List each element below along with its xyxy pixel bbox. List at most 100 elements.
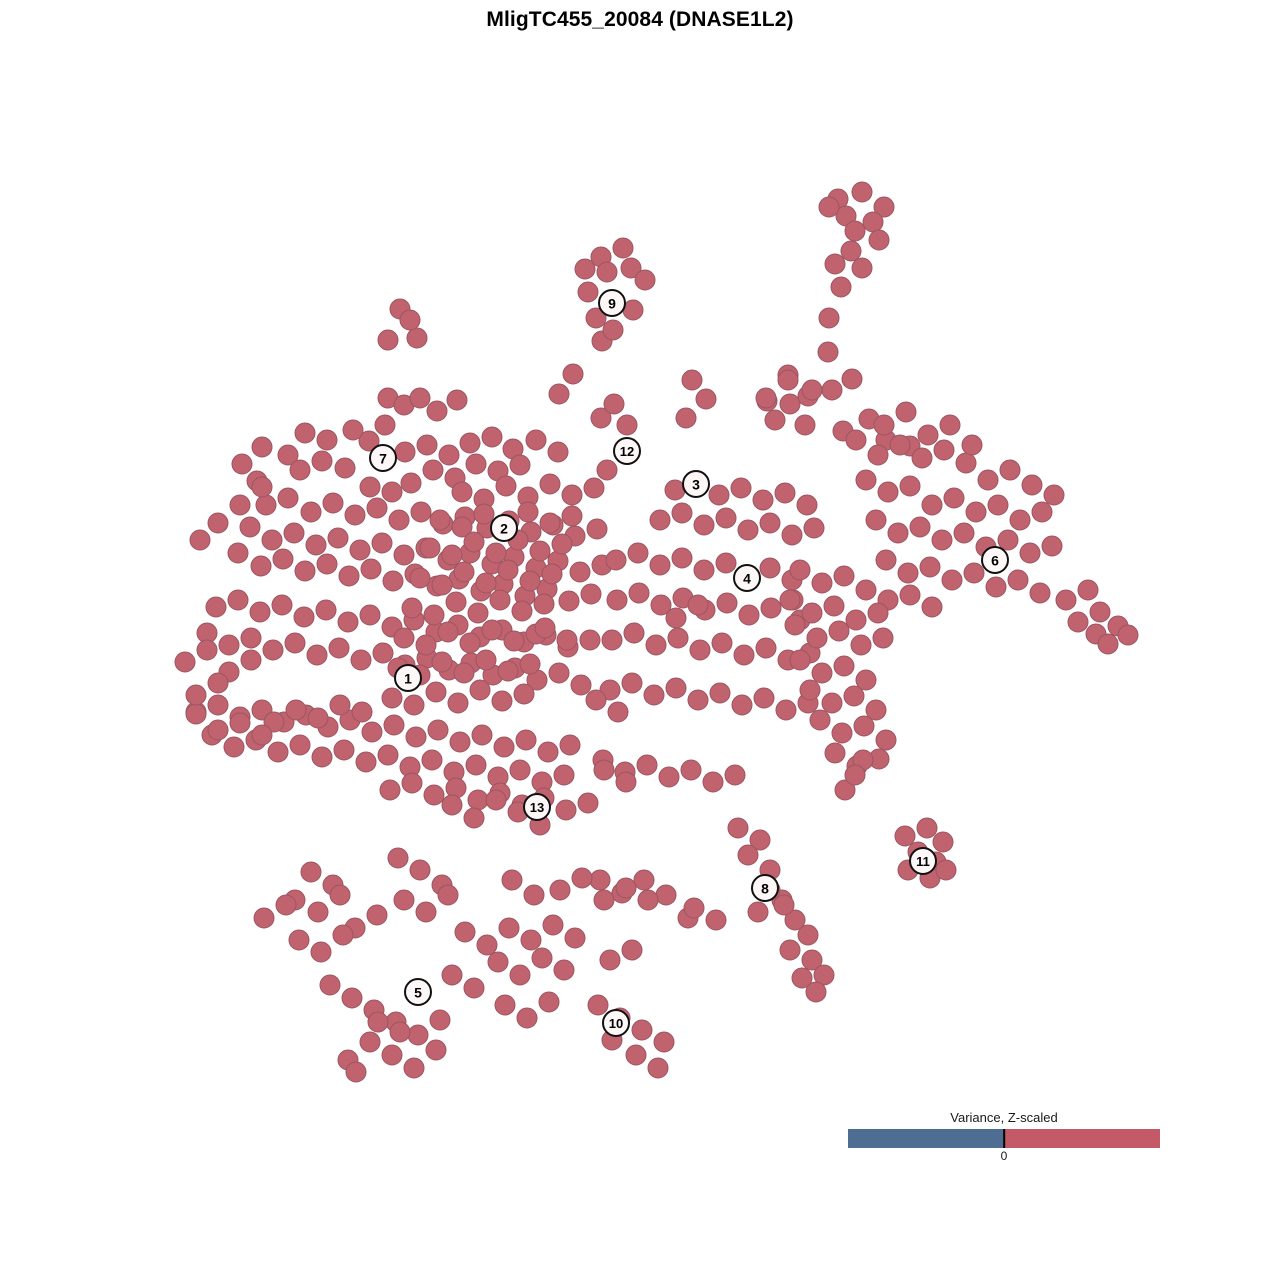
data-point: [587, 994, 609, 1016]
data-point: [899, 475, 921, 497]
data-point: [441, 964, 463, 986]
cluster-label-13[interactable]: 13: [523, 793, 551, 821]
data-point: [803, 517, 825, 539]
page-title: MligTC455_20084 (DNASE1L2): [486, 8, 794, 31]
data-point: [596, 459, 618, 481]
data-point: [277, 487, 299, 509]
data-point: [463, 977, 485, 999]
data-point: [853, 715, 875, 737]
cluster-label-5[interactable]: 5: [404, 978, 432, 1006]
data-point: [453, 561, 475, 583]
data-point: [366, 497, 388, 519]
data-point: [285, 699, 307, 721]
data-point: [1089, 601, 1111, 623]
data-point: [207, 512, 229, 534]
data-point: [569, 561, 591, 583]
cluster-badge-circle: [602, 1009, 630, 1037]
data-point: [415, 901, 437, 923]
data-point: [636, 754, 658, 776]
data-point: [454, 921, 476, 943]
data-point: [1031, 501, 1053, 523]
cluster-badge-circle: [909, 847, 937, 875]
data-point: [747, 901, 769, 923]
data-point: [447, 692, 469, 714]
data-point: [606, 589, 628, 611]
data-point: [393, 627, 415, 649]
data-point: [759, 512, 781, 534]
data-point: [589, 869, 611, 891]
data-point: [873, 414, 895, 436]
cluster-label-2[interactable]: 2: [490, 514, 518, 542]
data-point: [350, 649, 372, 671]
data-point: [328, 637, 350, 659]
data-point: [799, 679, 821, 701]
cluster-label-10[interactable]: 10: [602, 1009, 630, 1037]
data-point: [429, 509, 451, 531]
data-point: [437, 884, 459, 906]
data-point: [841, 368, 863, 390]
data-point: [665, 607, 687, 629]
data-point: [655, 884, 677, 906]
cluster-label-6[interactable]: 6: [981, 546, 1009, 574]
data-point: [681, 369, 703, 391]
cluster-badge-label: 3: [692, 477, 700, 493]
data-point: [649, 509, 671, 531]
data-point: [207, 719, 229, 741]
data-point: [359, 1031, 381, 1053]
cluster-label-9[interactable]: 9: [598, 289, 626, 317]
colorbar-tick-label: 0: [1000, 1149, 1008, 1163]
cluster-label-11[interactable]: 11: [909, 847, 937, 875]
cluster-badge-circle: [394, 664, 422, 692]
data-point: [855, 579, 877, 601]
cluster-badge-label: 9: [608, 296, 616, 312]
data-point: [561, 484, 583, 506]
data-point: [539, 512, 561, 534]
data-point: [525, 429, 547, 451]
data-point: [471, 724, 493, 746]
data-point: [705, 909, 727, 931]
data-point: [537, 741, 559, 763]
data-point: [834, 779, 856, 801]
data-point: [933, 439, 955, 461]
data-point: [344, 504, 366, 526]
data-point: [467, 789, 489, 811]
data-point: [465, 453, 487, 475]
data-point: [310, 941, 332, 963]
data-point: [406, 327, 428, 349]
cluster-label-12[interactable]: 12: [613, 437, 641, 465]
data-point: [553, 764, 575, 786]
data-point: [647, 1057, 669, 1079]
data-point: [811, 572, 833, 594]
data-point: [388, 509, 410, 531]
cluster-badge-label: 4: [743, 571, 751, 587]
data-point: [612, 237, 634, 259]
cluster-label-3[interactable]: 3: [682, 470, 710, 498]
data-point: [999, 459, 1021, 481]
data-point: [551, 533, 573, 555]
data-point: [615, 877, 637, 899]
data-point: [534, 617, 556, 639]
cluster-label-4[interactable]: 4: [733, 564, 761, 592]
data-point: [300, 861, 322, 883]
cluster-badge-circle: [369, 444, 397, 472]
data-point: [227, 589, 249, 611]
data-point: [329, 694, 351, 716]
cluster-label-1[interactable]: 1: [394, 664, 422, 692]
data-point: [716, 592, 738, 614]
data-point: [574, 258, 596, 280]
data-point: [374, 414, 396, 436]
data-point: [451, 481, 473, 503]
data-point: [649, 554, 671, 576]
data-point: [355, 751, 377, 773]
data-point: [400, 472, 422, 494]
cluster-label-7[interactable]: 7: [369, 444, 397, 472]
data-point: [675, 407, 697, 429]
data-point: [251, 436, 273, 458]
data-point: [327, 527, 349, 549]
data-point: [997, 529, 1019, 551]
cluster-label-8[interactable]: 8: [751, 874, 779, 902]
data-point: [818, 307, 840, 329]
